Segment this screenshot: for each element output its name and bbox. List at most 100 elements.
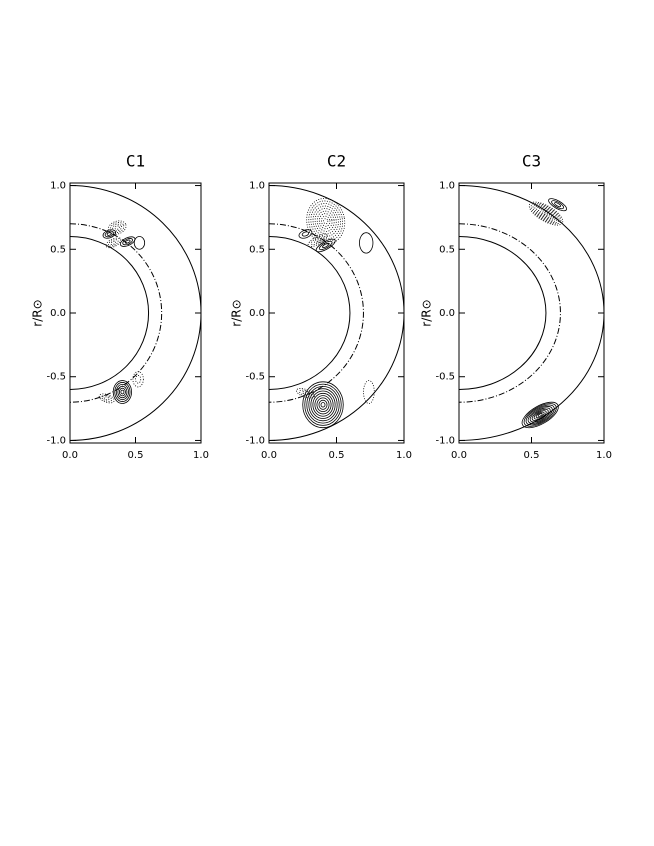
contour — [527, 406, 553, 424]
contour — [521, 401, 559, 429]
contour — [107, 220, 127, 235]
panel-title: C2 — [327, 152, 346, 171]
boundary-arc — [69, 185, 202, 441]
contour — [135, 375, 142, 384]
y-tick-label: -0.5 — [46, 372, 66, 383]
x-tick-label: 0.5 — [329, 450, 345, 461]
boundary-arc — [458, 185, 605, 441]
contour — [114, 225, 120, 230]
x-tick-label: 0.5 — [524, 450, 540, 461]
y-tick-label: -1.0 — [435, 435, 455, 446]
contour — [541, 210, 551, 217]
y-tick-label: 0.5 — [249, 244, 265, 255]
contour — [302, 381, 344, 429]
contour — [299, 389, 312, 397]
contour — [314, 395, 332, 415]
contour — [310, 235, 325, 245]
contour — [316, 210, 335, 232]
contour — [363, 380, 375, 404]
contour — [530, 202, 562, 225]
contour — [118, 387, 126, 397]
boundary-arc — [458, 223, 561, 403]
contour — [112, 380, 132, 404]
y-axis-label: r/R⊙ — [230, 299, 244, 326]
plot-frame — [458, 182, 605, 444]
y-tick-label: -1.0 — [245, 435, 265, 446]
y-tick-label: 0.5 — [50, 244, 66, 255]
contour — [132, 371, 144, 388]
boundary-arc — [69, 236, 150, 390]
contour — [105, 237, 121, 249]
panel: C3 r/R⊙ -1.0 -0.5 0.0 0.5 1.0 0.0 0.5 1.0 — [420, 152, 612, 462]
contour — [110, 222, 125, 234]
panel: C2 r/R⊙ -1.0 -0.5 0.0 0.5 1.0 0.0 0.5 1.0 — [230, 152, 412, 462]
contour — [306, 198, 346, 245]
contour — [316, 397, 330, 413]
y-tick-label: -0.5 — [435, 372, 455, 383]
y-axis-label: r/R⊙ — [420, 299, 434, 326]
contour — [124, 239, 131, 244]
contour — [523, 403, 557, 427]
contour — [133, 236, 146, 250]
contour — [540, 209, 552, 218]
contour — [534, 205, 558, 222]
x-tick-label: 1.0 — [596, 450, 612, 461]
y-axis-label: r/R⊙ — [31, 299, 45, 326]
contour — [114, 382, 131, 402]
x-tick-label: 0.0 — [261, 450, 277, 461]
contour — [301, 231, 310, 237]
contour — [531, 408, 549, 422]
contour — [551, 200, 564, 210]
y-tick-label: 1.0 — [50, 181, 66, 192]
contour — [102, 229, 116, 239]
y-tick-label: 1.0 — [439, 181, 455, 192]
contour — [101, 395, 113, 402]
contour — [525, 404, 555, 426]
contour — [122, 238, 133, 246]
x-tick-label: 0.0 — [451, 450, 467, 461]
contour — [314, 237, 322, 243]
contour — [315, 238, 336, 253]
contour — [103, 396, 110, 401]
x-tick-label: 1.0 — [193, 450, 209, 461]
y-tick-label: -1.0 — [46, 435, 66, 446]
contour — [302, 391, 309, 396]
contour — [310, 203, 341, 240]
panel: C1 r/R⊙ -1.0 -0.5 0.0 0.5 1.0 0.0 0.5 1.0 — [31, 152, 209, 462]
contour — [304, 383, 342, 426]
boundary-arc — [268, 236, 351, 390]
contour — [528, 201, 564, 226]
y-tick-label: 1.0 — [249, 181, 265, 192]
contour — [117, 385, 128, 399]
contour — [543, 211, 549, 216]
y-tick-label: 0.0 — [439, 308, 455, 319]
contour — [533, 410, 547, 420]
contour — [112, 223, 123, 232]
boundary-arc — [458, 236, 547, 390]
contour — [318, 240, 333, 251]
panel-title: C1 — [126, 152, 145, 171]
contour — [548, 198, 567, 212]
y-tick-label: 0.0 — [249, 308, 265, 319]
contour — [322, 242, 330, 248]
contour — [538, 208, 554, 220]
boundary-arc — [268, 185, 405, 441]
contour — [298, 229, 313, 239]
contour — [115, 383, 129, 401]
y-tick-label: -0.5 — [245, 372, 265, 383]
contour — [529, 407, 551, 423]
contour — [318, 213, 333, 230]
contour — [120, 389, 125, 395]
contour — [307, 233, 328, 248]
x-tick-label: 0.5 — [128, 450, 144, 461]
contour — [296, 388, 315, 399]
contour — [536, 206, 556, 221]
contour — [312, 205, 339, 237]
contour — [98, 393, 115, 404]
contour — [110, 240, 117, 245]
contour — [535, 411, 545, 419]
contour — [314, 208, 337, 235]
y-tick-label: 0.0 — [50, 308, 66, 319]
contour — [308, 388, 338, 422]
